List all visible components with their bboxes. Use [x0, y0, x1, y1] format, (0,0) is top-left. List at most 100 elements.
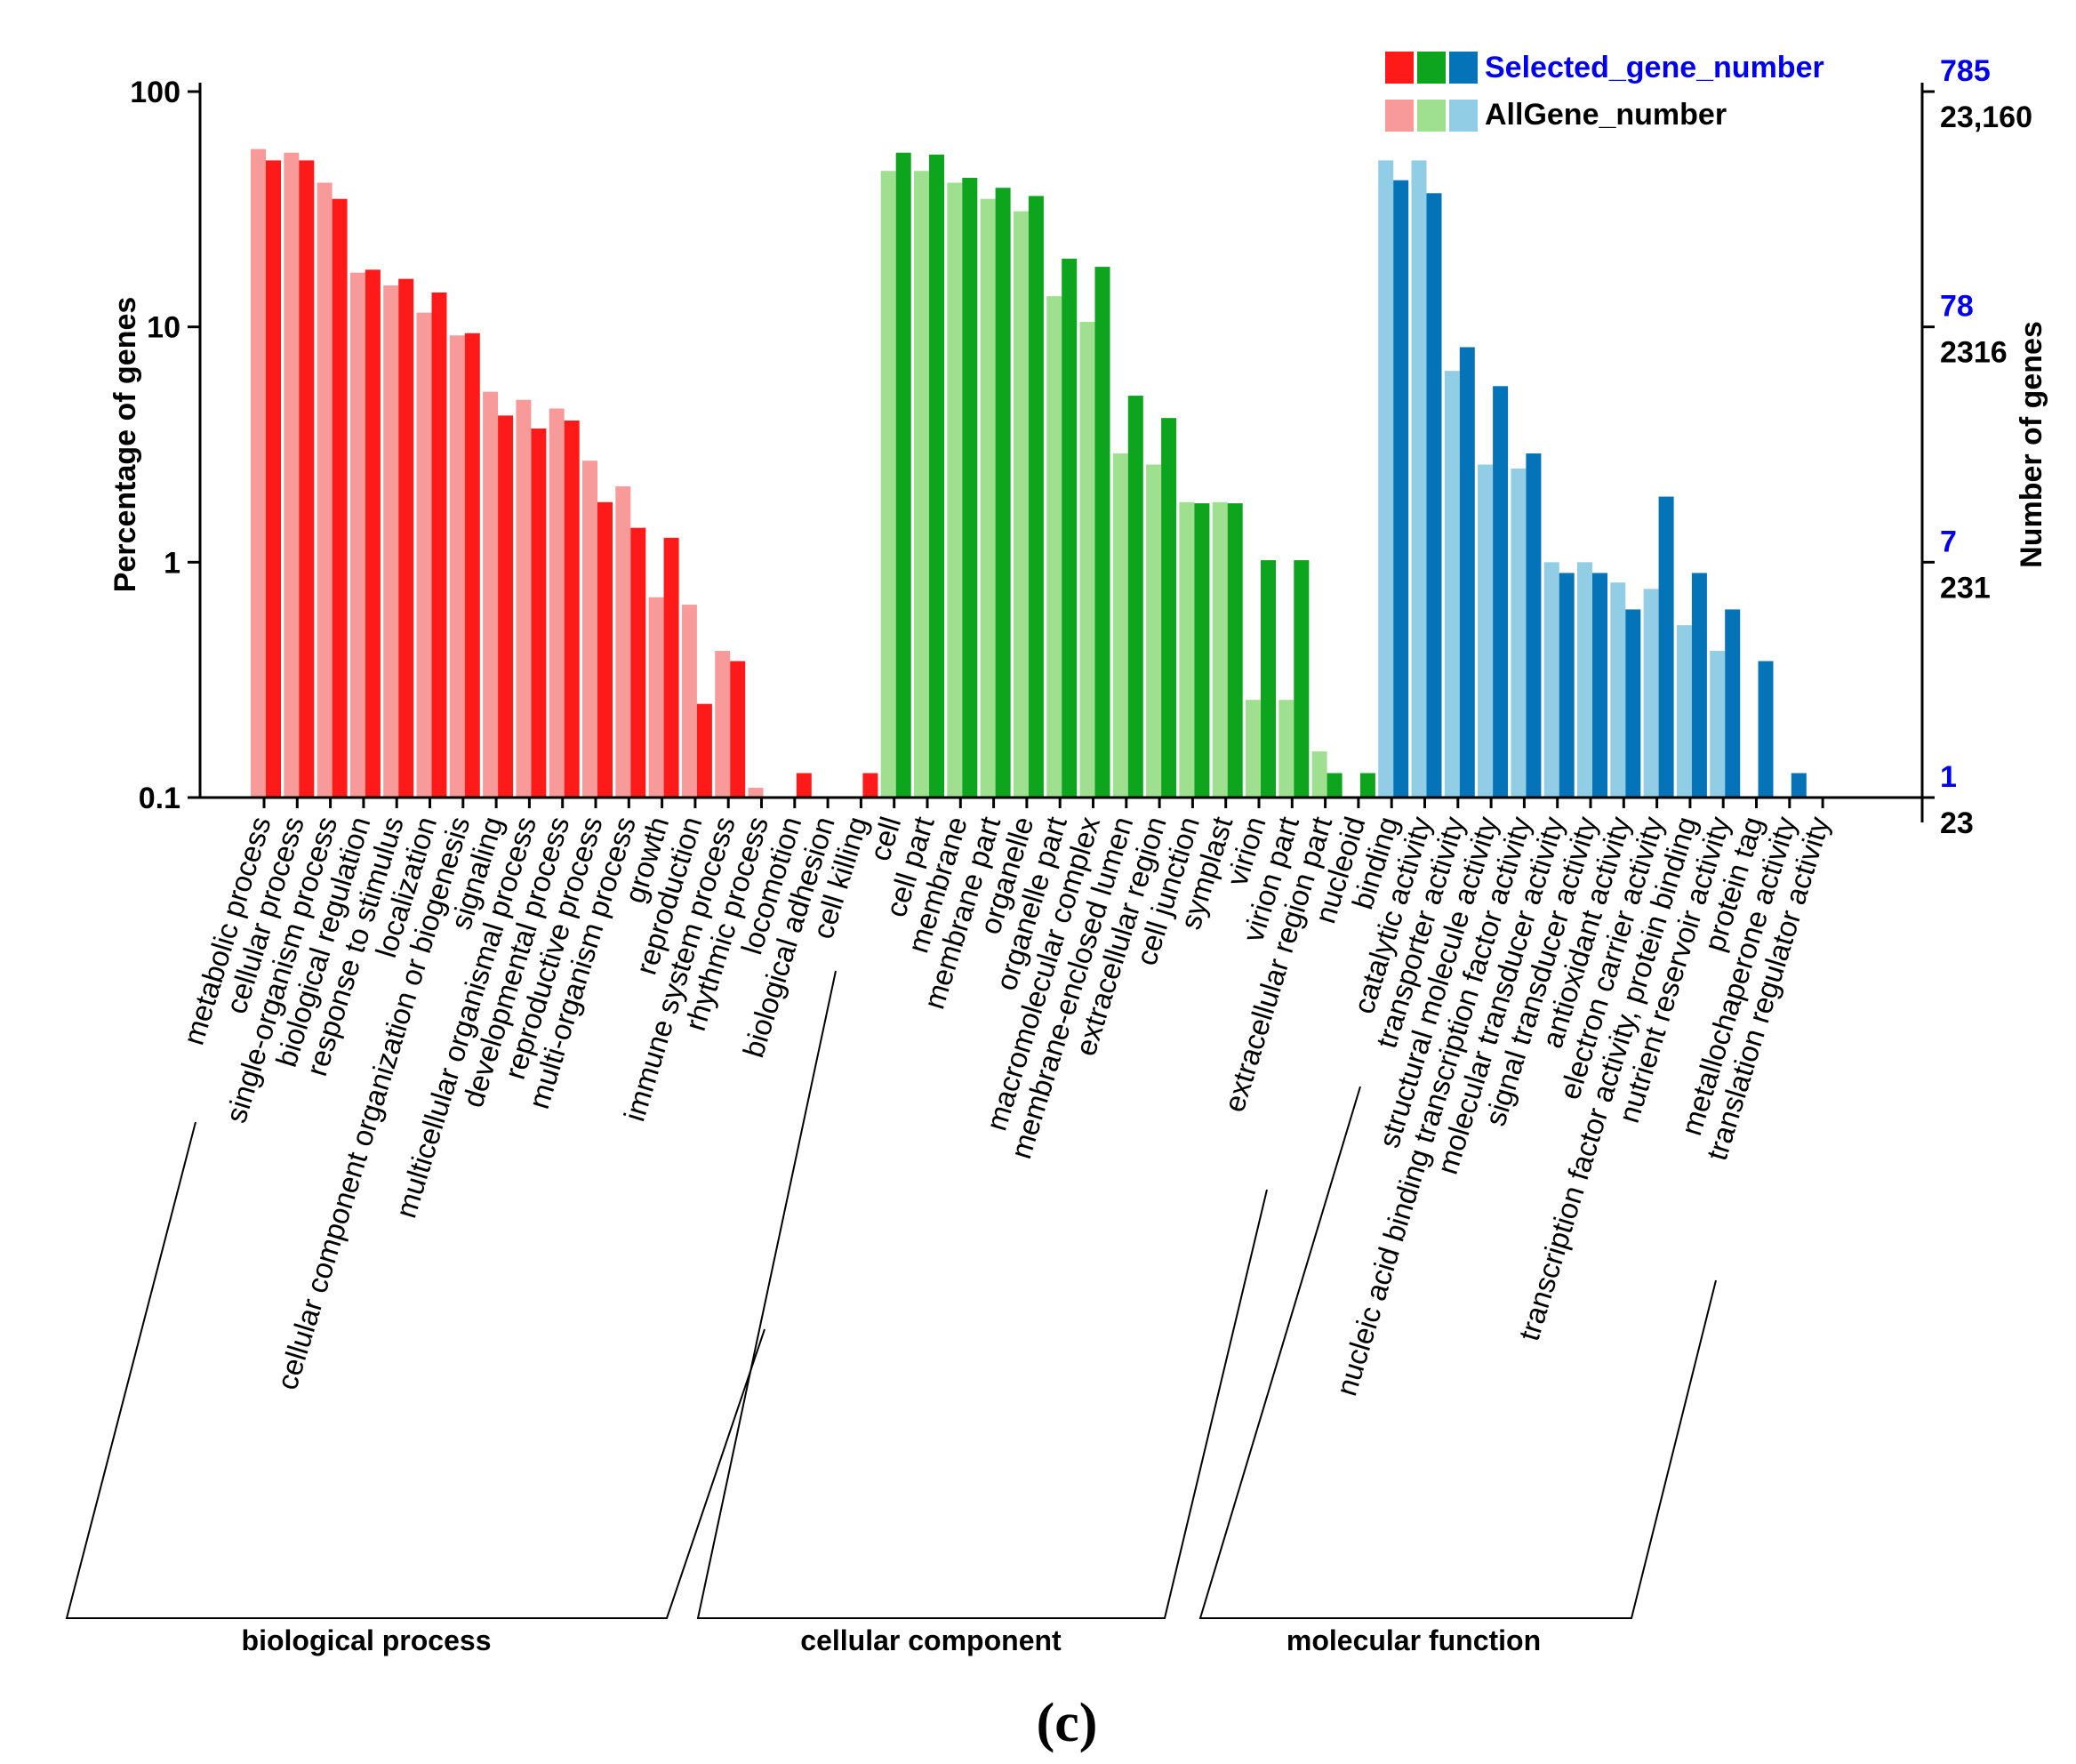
bar-all-bp: [715, 651, 731, 798]
axes-layer: 100 10 1 0.1 785 23,160 78 2316 7 231 1 23: [130, 54, 2032, 840]
y-tick-label: 1: [164, 546, 180, 580]
bar-selected-bp: [299, 160, 315, 798]
bar-all-bp: [748, 788, 764, 798]
bar-selected-cc: [1062, 258, 1078, 798]
bar-selected-bp: [531, 428, 547, 798]
right-tick-selected: 7: [1940, 525, 1957, 558]
bar-all-cc: [1046, 296, 1062, 798]
bar-selected-cc: [1127, 396, 1143, 798]
bar-all-mf: [1610, 582, 1626, 798]
bar-all-cc: [1146, 464, 1162, 798]
bar-selected-cc: [1161, 418, 1177, 798]
bar-selected-cc: [1261, 560, 1276, 798]
bar-selected-bp: [365, 269, 381, 798]
group-label: cellular component: [800, 1624, 1062, 1656]
bar-selected-bp: [431, 292, 447, 798]
bar-selected-cc: [1194, 503, 1210, 798]
bar-all-mf: [1444, 371, 1460, 798]
bar-all-mf: [1478, 464, 1494, 798]
bar-all-mf: [1411, 160, 1427, 798]
bar-selected-bp: [398, 278, 414, 798]
right-tick-selected: 78: [1940, 290, 1974, 324]
bar-selected-mf: [1493, 386, 1509, 798]
bar-selected-mf: [1592, 573, 1607, 798]
right-tick-selected: 1: [1940, 760, 1957, 794]
bar-all-cc: [1311, 751, 1327, 798]
group-label: molecular function: [1286, 1624, 1541, 1656]
bar-all-cc: [1112, 453, 1128, 798]
bar-selected-cc: [1094, 267, 1110, 798]
bar-all-cc: [1179, 501, 1195, 798]
bar-selected-bp: [564, 420, 580, 798]
bar-selected-bp: [630, 527, 646, 798]
group-brackets-layer: biological process cellular component mole…: [65, 970, 1717, 1656]
bar-selected-cc: [895, 152, 911, 798]
legend-swatch-bp-all: [1385, 100, 1414, 132]
bar-selected-mf: [1691, 573, 1707, 798]
bar-selected-bp: [730, 661, 746, 798]
bar-selected-cc: [1359, 773, 1375, 798]
group-label: biological process: [242, 1624, 492, 1656]
bar-selected-mf: [1758, 661, 1774, 798]
bar-selected-cc: [1327, 773, 1343, 798]
right-tick-selected: 785: [1940, 54, 1991, 88]
bar-selected-mf: [1725, 609, 1741, 798]
bar-all-cc: [880, 171, 896, 798]
y-tick-label: 100: [130, 76, 180, 109]
bar-selected-bp: [796, 773, 812, 798]
bar-all-mf: [1511, 469, 1527, 798]
y-axis-right-title: Number of genes: [2015, 321, 2048, 568]
bar-selected-bp: [332, 198, 348, 798]
bar-selected-mf: [1459, 347, 1475, 798]
bar-all-cc: [947, 182, 963, 798]
bar-selected-cc: [1227, 503, 1243, 798]
bar-selected-bp: [597, 501, 613, 798]
bar-all-cc: [1212, 501, 1228, 798]
bar-selected-mf: [1393, 180, 1409, 798]
bar-selected-cc: [995, 188, 1011, 798]
bar-selected-bp: [498, 415, 514, 798]
bar-selected-bp: [862, 773, 878, 798]
bar-all-mf: [1676, 625, 1692, 798]
group-bracket: [1198, 1086, 1717, 1619]
group-bracket: [696, 970, 1268, 1619]
figure-caption: (c): [1037, 1693, 1098, 1753]
bar-all-mf: [1543, 562, 1559, 798]
bar-selected-cc: [929, 154, 944, 798]
bar-selected-mf: [1625, 609, 1641, 798]
bar-selected-bp: [464, 333, 480, 798]
bar-all-bp: [284, 152, 300, 798]
bar-selected-mf: [1658, 496, 1674, 798]
bar-all-cc: [1079, 322, 1095, 798]
bar-all-mf: [1378, 160, 1394, 798]
bar-all-bp: [383, 285, 399, 798]
bar-all-bp: [681, 605, 697, 798]
legend-all-label: AllGene_number: [1485, 98, 1727, 132]
bar-all-cc: [1278, 700, 1294, 798]
legend-swatch-cc-all: [1417, 100, 1446, 132]
legend-swatch-mf-all: [1449, 100, 1478, 132]
bar-selected-mf: [1791, 773, 1807, 798]
bar-all-bp: [582, 461, 597, 798]
bar-selected-mf: [1526, 453, 1542, 798]
bar-selected-cc: [1028, 196, 1044, 798]
bar-all-bp: [251, 148, 266, 798]
y-tick-label: 0.1: [139, 782, 180, 815]
bar-all-bp: [317, 182, 333, 798]
bar-all-mf: [1710, 651, 1726, 798]
y-tick-label: 10: [147, 311, 180, 345]
bar-selected-bp: [696, 703, 712, 798]
bar-selected-cc: [1294, 560, 1310, 798]
bar-all-cc: [980, 198, 996, 798]
bar-all-mf: [1577, 562, 1592, 798]
legend-swatch-bp-selected: [1385, 52, 1414, 84]
group-bracket: [65, 1121, 765, 1619]
bar-all-cc: [1013, 211, 1029, 798]
bar-all-bp: [648, 597, 664, 798]
bar-all-bp: [615, 486, 631, 798]
bar-selected-mf: [1426, 193, 1442, 798]
legend: Selected_gene_number AllGene_number: [1385, 51, 1824, 132]
bar-all-mf: [1643, 589, 1659, 798]
